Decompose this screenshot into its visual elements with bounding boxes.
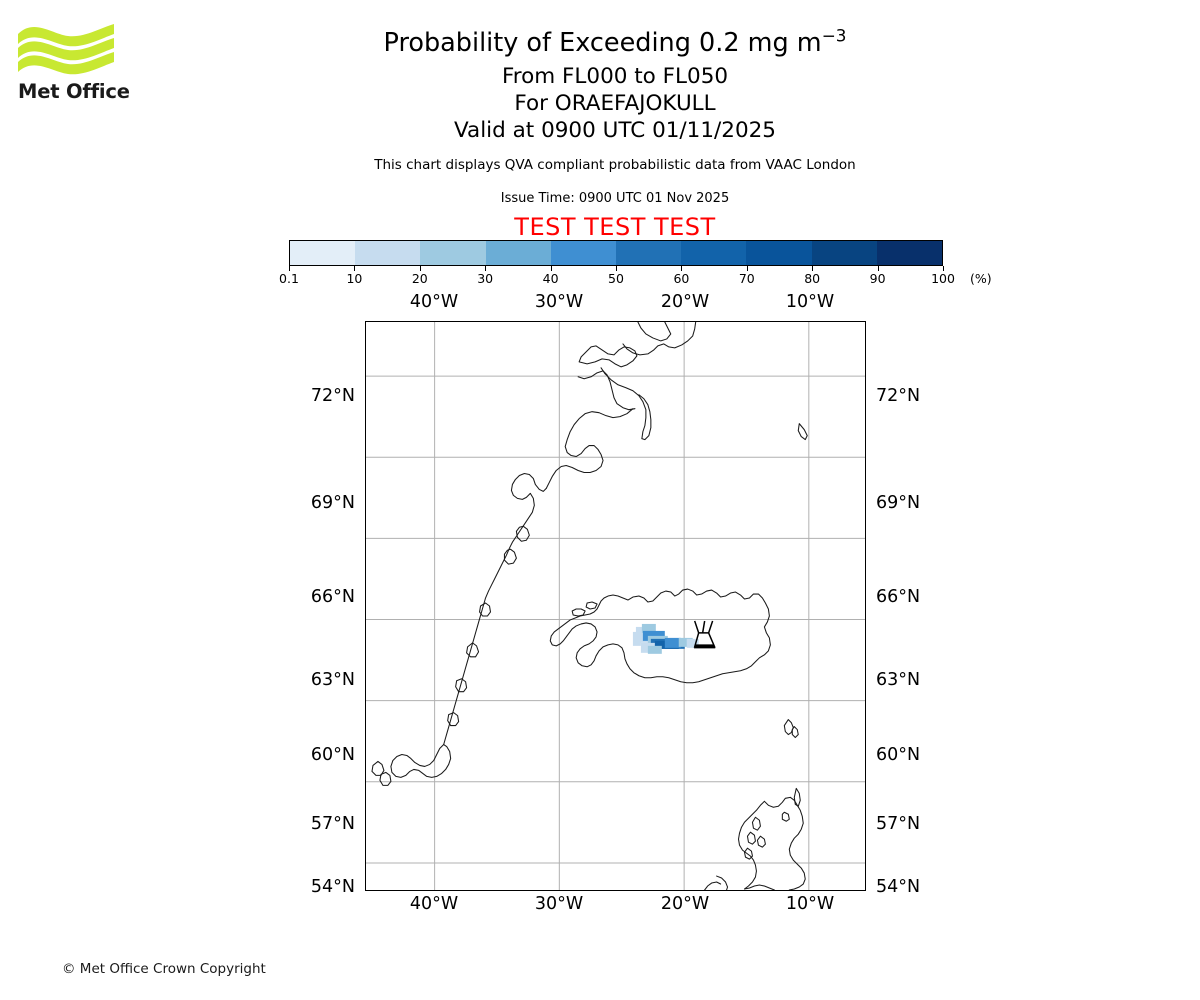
colorbar-tick-label-1: 10 [346,271,363,286]
colorbar-tick-label-6: 60 [673,271,690,286]
test-banner: TEST TEST TEST [514,213,716,241]
coastline-layer [371,322,808,890]
lat-tick-left-57: 57°N [310,814,355,834]
ash-plume-layer [632,623,699,654]
colorbar-tick-5 [616,266,617,271]
colorbar-segment-3 [485,241,551,265]
colorbar-tick-label-8: 80 [804,271,821,286]
lon-tick-top-0: 40°W [409,292,459,312]
colorbar-segment-9 [876,241,943,265]
lat-tick-left-69: 69°N [310,493,355,513]
colorbar-segment-6 [681,241,747,265]
colorbar-tick-label-10: 100 [931,271,955,286]
lat-tick-left-63: 63°N [310,670,355,690]
lat-tick-right-69: 69°N [876,493,921,513]
met-office-logo: Met Office [10,20,130,115]
map-canvas [366,322,865,890]
lon-tick-top-3: 10°W [785,292,835,312]
lon-tick-top-2: 20°W [660,292,710,312]
page-title-exponent: −3 [821,25,847,46]
lon-tick-bottom-3: 10°W [785,894,835,914]
lat-tick-left-72: 72°N [310,386,355,406]
lat-tick-right-66: 66°N [876,587,921,607]
colorbar-tick-3 [485,266,487,271]
title-volcano-name: For ORAEFAJOKULL [514,91,716,116]
colorbar-segment-8 [811,241,877,265]
page-title: Probability of Exceeding 0.2 mg m−3 [230,26,1000,60]
lat-tick-right-60: 60°N [876,745,921,765]
colorbar-tick-10 [943,266,944,271]
lat-tick-right-63: 63°N [876,670,921,690]
colorbar-segment-0 [290,241,356,265]
colorbar-segment-2 [420,241,486,265]
colorbar-tick-6 [681,266,683,271]
lat-tick-left-60: 60°N [310,745,355,765]
lon-tick-top-1: 30°W [534,292,584,312]
colorbar-tick-4 [550,266,552,271]
colorbar-segment-7 [746,241,812,265]
lat-tick-left-66: 66°N [310,587,355,607]
colorbar-tick-label-7: 70 [738,271,755,286]
colorbar-tick-label-9: 90 [869,271,886,286]
met-office-waves-icon [18,24,114,75]
lat-tick-right-72: 72°N [876,386,921,406]
compliance-note: This chart displays QVA compliant probab… [374,157,856,173]
colorbar-tick-2 [419,266,421,271]
colorbar-tick-label-4: 40 [542,271,559,286]
probability-colorbar: 0.1 10 20 30 40 50 60 70 80 90 100 [279,240,955,286]
copyright-notice: © Met Office Crown Copyright [62,961,266,977]
colorbar-tick-0 [289,266,290,271]
colorbar-tick-label-3: 30 [477,271,494,286]
colorbar-segment-4 [550,241,617,265]
colorbar-units-label: (%) [970,271,992,286]
lon-tick-bottom-0: 40°W [409,894,459,914]
map-plot-area[interactable] [365,321,866,891]
title-valid-time: Valid at 0900 UTC 01/11/2025 [453,118,776,143]
colorbar-tick-8 [812,266,814,271]
title-flight-levels: From FL000 to FL050 [501,64,729,89]
colorbar-tick-7 [746,266,748,271]
page-title-text: Probability of Exceeding 0.2 mg m [383,28,822,58]
colorbar-tick-9 [877,266,879,271]
map-gridlines [366,322,865,890]
colorbar-tick-1 [354,266,356,271]
colorbar-tick-label-0: 0.1 [279,271,299,286]
volcano-icon [693,620,716,649]
colorbar-tick-label-5: 50 [608,271,624,286]
lon-tick-bottom-1: 30°W [534,894,584,914]
issue-time-label: Issue Time: 0900 UTC 01 Nov 2025 [500,191,730,206]
colorbar-segment-1 [355,241,421,265]
lat-tick-left-54: 54°N [310,877,355,897]
lat-tick-right-54: 54°N [876,877,921,897]
colorbar-tick-label-2: 20 [411,271,428,286]
colorbar-segment-5 [616,241,682,265]
lat-tick-right-57: 57°N [876,814,921,834]
lon-tick-bottom-2: 20°W [660,894,710,914]
met-office-wordmark: Met Office [18,80,130,103]
colorbar-gradient-strip [289,240,943,266]
